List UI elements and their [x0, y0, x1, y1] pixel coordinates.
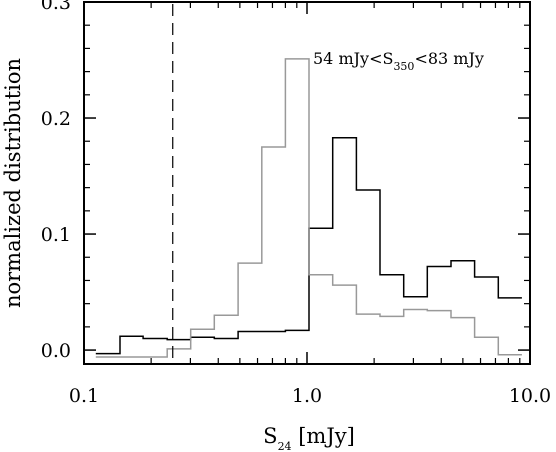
annotation-part2: <83 mJy: [414, 49, 483, 68]
y-tick-label: 0.2: [41, 108, 71, 130]
x-axis-title-main: S: [263, 424, 277, 448]
ticks-layer: 0.1 1.0 10.0 0.0 0.1 0.2 0.3: [41, 0, 551, 407]
histogram-series-2: [95, 58, 522, 358]
x-axis-title-unit: [mJy]: [292, 424, 355, 448]
y-tick-label: 0.3: [41, 0, 71, 14]
x-axis-title-sub: 24: [278, 440, 292, 452]
x-tick-label: 0.1: [69, 385, 99, 407]
y-tick-label: 0.1: [41, 224, 71, 246]
x-tick-label: 1.0: [292, 385, 322, 407]
x-tick-label: 10.0: [509, 385, 551, 407]
series-layer: [95, 58, 522, 358]
y-axis-title: normalized distribution: [1, 58, 25, 308]
annotation-label: 54 mJy<S350<83 mJy: [313, 49, 484, 73]
annotation-part1: 54 mJy<S: [313, 49, 393, 68]
x-axis-title: S24 [mJy]: [263, 424, 355, 452]
y-tick-label: 0.0: [41, 340, 71, 362]
annotation-sub: 350: [393, 60, 414, 73]
